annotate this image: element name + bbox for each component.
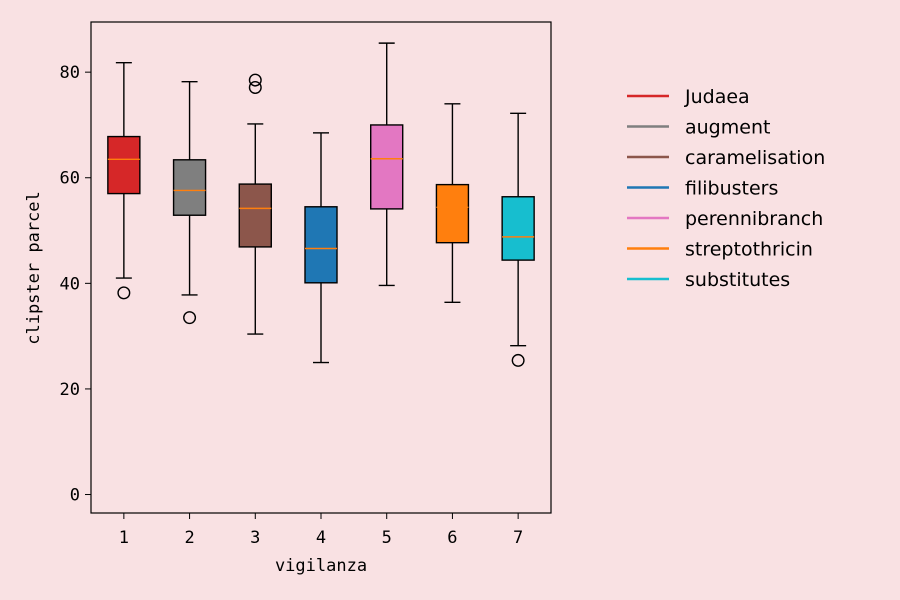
box-Judaea [107, 61, 141, 300]
box-substitutes [501, 112, 535, 367]
y-tick-label: 0 [70, 486, 80, 506]
y-tick-label: 80 [60, 63, 80, 83]
legend-label: augment [685, 117, 770, 139]
x-tick-label: 2 [184, 528, 194, 548]
legend: Judaea augment caramelisation filibusters pe… [627, 86, 825, 291]
box-iqr [238, 183, 272, 248]
y-tick-label: 60 [60, 169, 80, 189]
box-perennibranch [370, 42, 404, 287]
legend-label: Judaea [684, 86, 750, 108]
box-iqr [172, 159, 207, 216]
y-tick-label: 20 [60, 380, 80, 400]
x-axis-label: vigilanza [275, 556, 367, 576]
box-iqr [304, 206, 338, 284]
outlier-point [248, 73, 262, 87]
legend-label: perennibranch [685, 208, 823, 230]
box-iqr [370, 124, 404, 210]
box-iqr [501, 196, 535, 261]
x-tick-label: 3 [250, 528, 260, 548]
x-axis: 1 2 3 4 5 6 7 [119, 513, 523, 548]
box-caramelisation [238, 73, 272, 335]
y-axis: 0 20 40 60 80 [60, 63, 91, 506]
x-tick-label: 4 [316, 528, 326, 548]
x-tick-label: 6 [447, 528, 457, 548]
y-axis-label: clipster parcel [24, 191, 44, 345]
outlier-point [117, 286, 131, 300]
boxes-layer [107, 42, 535, 367]
box-filibusters [304, 132, 338, 364]
x-tick-label: 1 [119, 528, 129, 548]
legend-label: substitutes [685, 269, 790, 291]
legend-label: filibusters [685, 178, 778, 200]
legend-label: caramelisation [685, 147, 825, 169]
outlier-point [183, 311, 197, 325]
outlier-point [511, 353, 525, 367]
x-tick-label: 7 [513, 528, 523, 548]
y-tick-label: 40 [60, 274, 80, 294]
legend-label: streptothricin [685, 239, 813, 261]
outlier-point [248, 80, 262, 94]
x-tick-label: 5 [382, 528, 392, 548]
box-augment [172, 80, 207, 325]
box-iqr [435, 183, 470, 244]
box-iqr [107, 135, 141, 195]
box-streptothricin [435, 103, 470, 304]
